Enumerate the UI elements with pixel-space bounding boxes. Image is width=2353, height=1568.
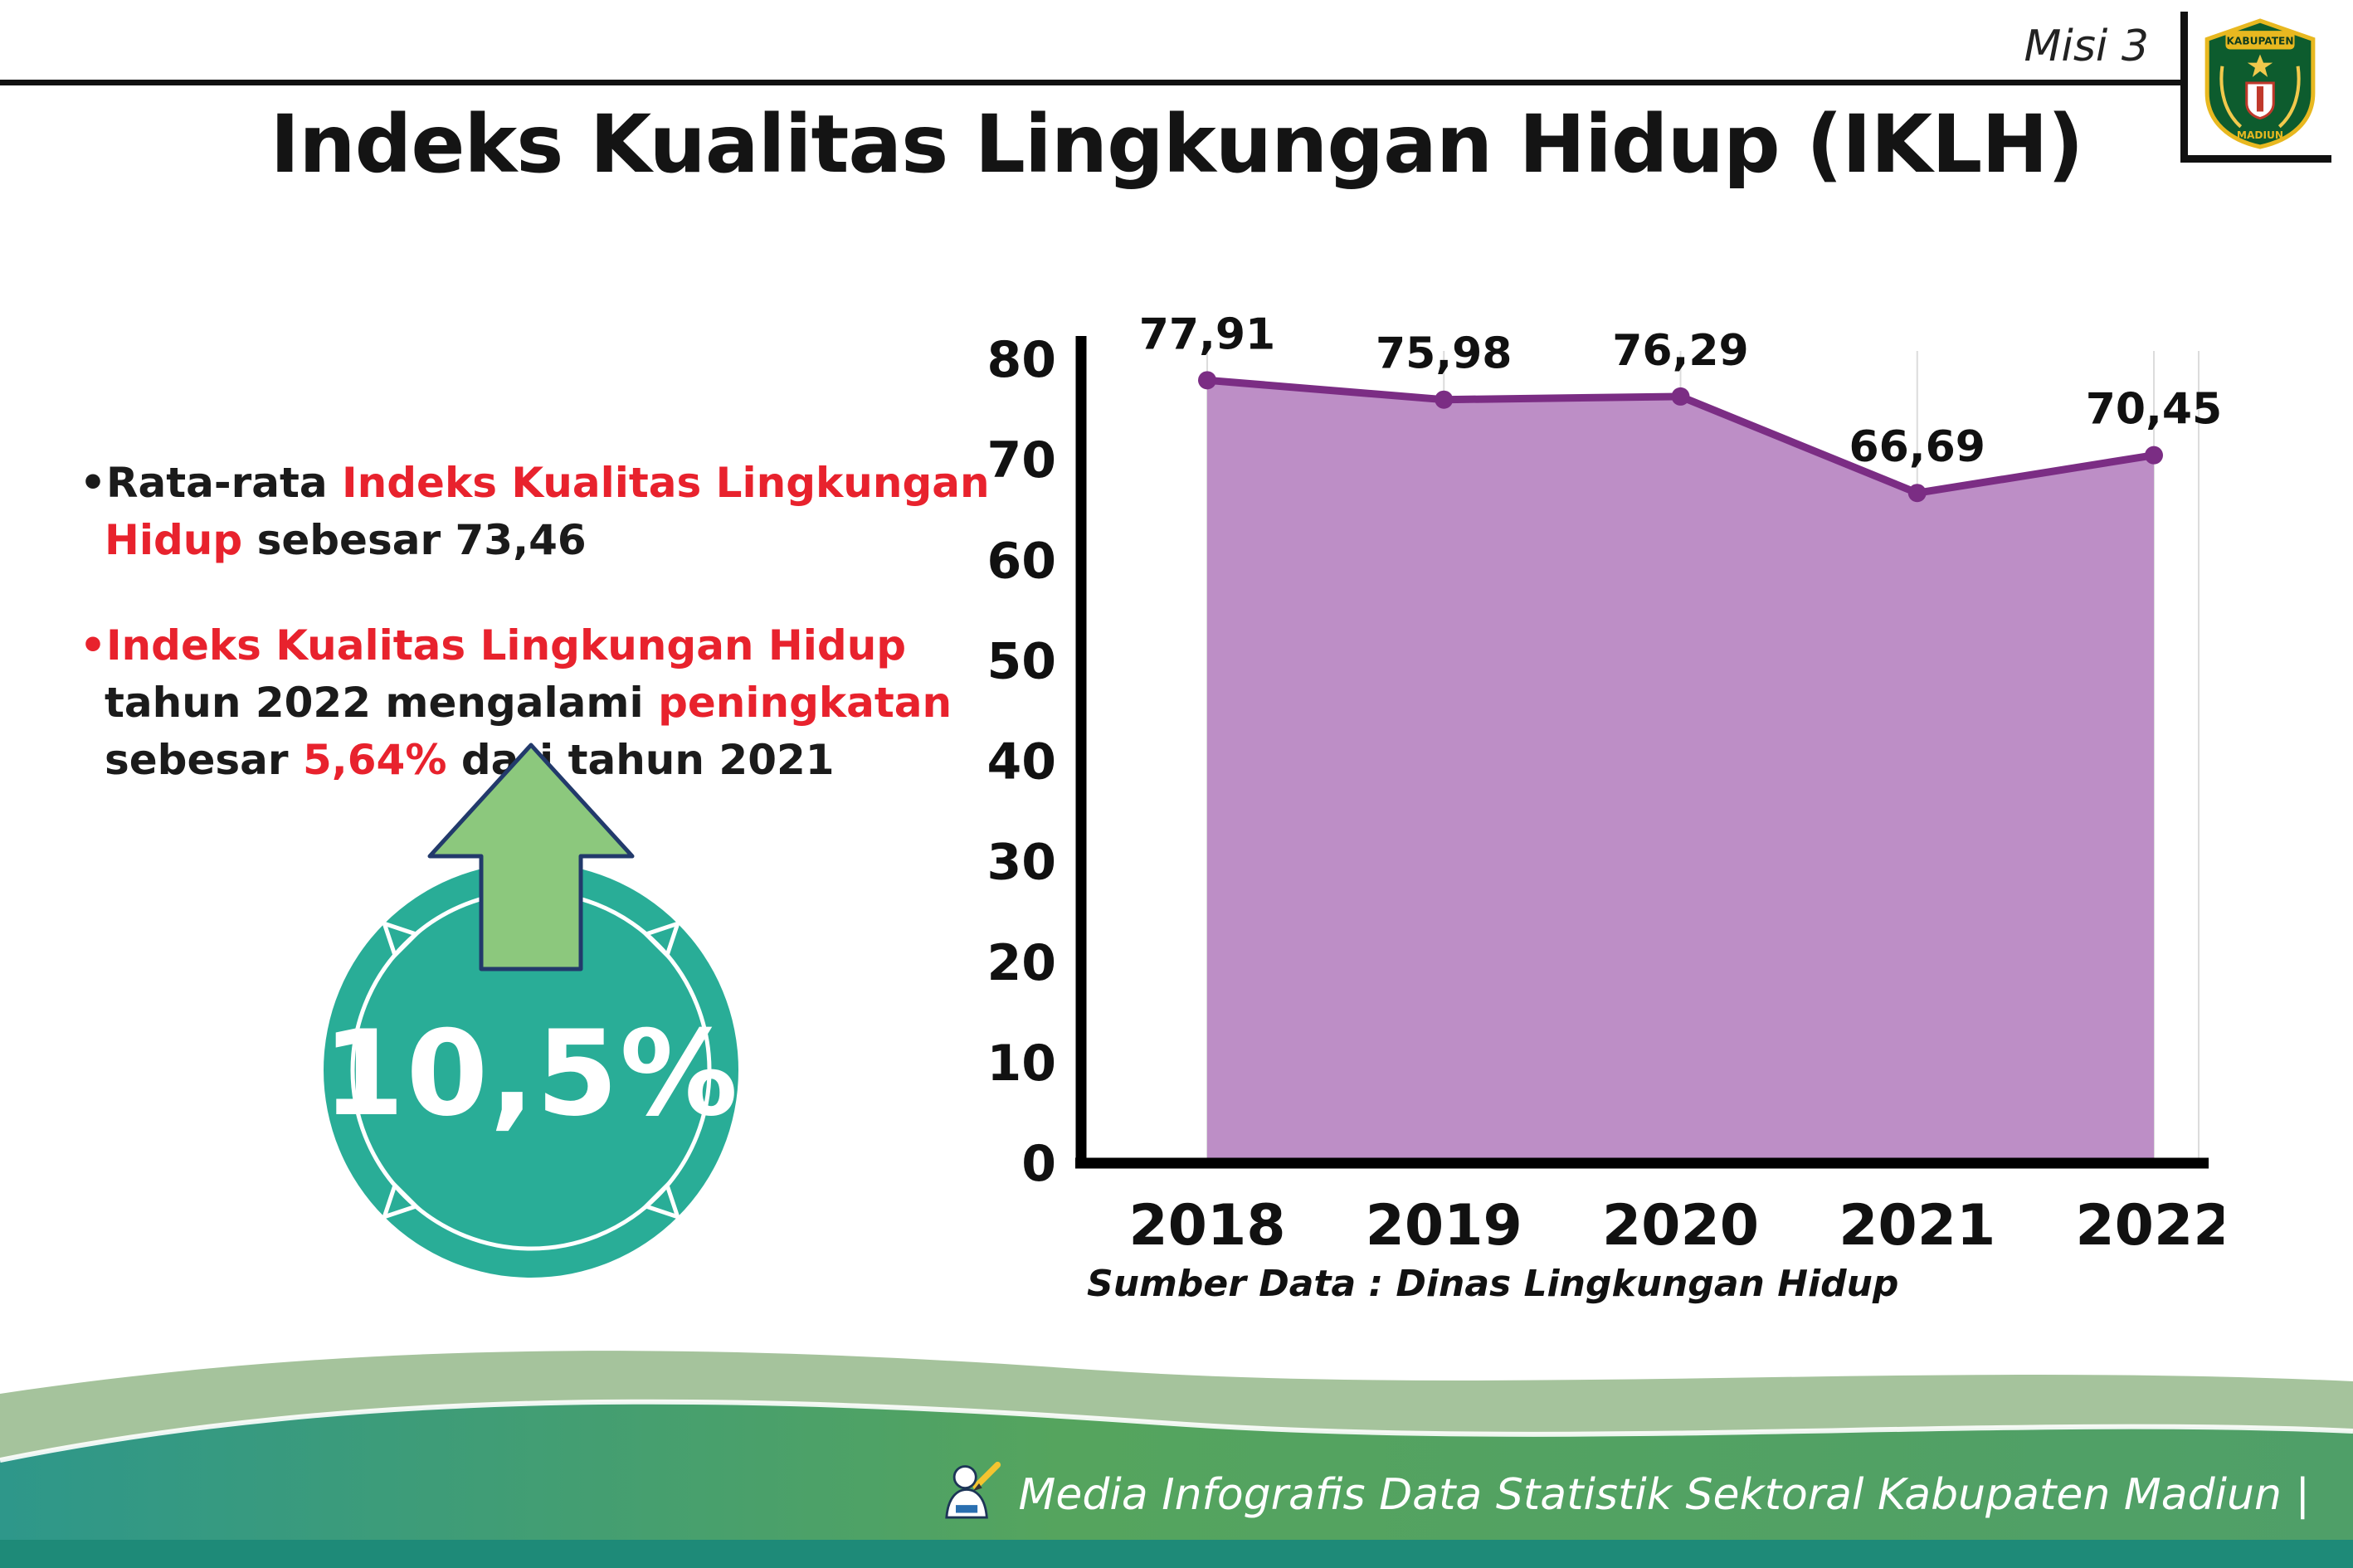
- y-tick-label: 10: [987, 1035, 1057, 1093]
- badge-ring-ticks: [381, 920, 681, 1220]
- y-tick-label: 20: [987, 934, 1057, 992]
- data-point: [1435, 390, 1454, 409]
- logo-text-bottom: MADIUN: [2236, 129, 2282, 141]
- bullet-increase-2022: •Indeks Kualitas Lingkungan Hidup tahun …: [80, 617, 1017, 789]
- header-divider: [0, 80, 2180, 85]
- point-label: 66,69: [1849, 422, 1985, 472]
- y-tick-label: 80: [987, 331, 1057, 389]
- logo-frame: KABUPATEN MADIUN: [2180, 12, 2331, 163]
- y-tick-label: 60: [987, 532, 1057, 590]
- x-tick-label: 2022: [2075, 1193, 2224, 1259]
- increase-badge: [324, 743, 738, 1278]
- y-tick-label: 40: [987, 733, 1057, 791]
- data-point: [1907, 484, 1927, 503]
- increase-percentage: 10,5%: [322, 1006, 740, 1142]
- x-tick-label: 2019: [1366, 1193, 1522, 1259]
- text-segment-highlight: Indeks Kualitas Lingkungan Hidup: [105, 459, 990, 564]
- text-segment: sebesar 73,46: [242, 516, 587, 564]
- arrow-up-icon: [427, 743, 635, 971]
- point-label: 75,98: [1376, 329, 1512, 379]
- footer-credit-text: Media Infografis Data Statistik Sektoral…: [1018, 1470, 2310, 1520]
- y-tick-label: 30: [987, 834, 1057, 892]
- text-segment-highlight: •Indeks Kualitas Lingkungan Hidup: [80, 621, 907, 670]
- text-segment-highlight: peningkatan: [658, 679, 952, 727]
- logo-text-top: KABUPATEN: [2226, 35, 2293, 46]
- point-label: 76,29: [1612, 326, 1748, 376]
- data-point: [1198, 371, 1216, 390]
- footer-credit: Media Infografis Data Statistik Sektoral…: [933, 1460, 2310, 1530]
- x-tick-label: 2018: [1128, 1193, 1285, 1259]
- logo-star-icon: [2247, 54, 2273, 77]
- data-point: [1671, 387, 1690, 406]
- y-tick-label: 50: [987, 632, 1057, 690]
- bullet-average-iklh: •Rata-rata Indeks Kualitas Lingkungan Hi…: [80, 455, 1017, 569]
- key-points: •Rata-rata Indeks Kualitas Lingkungan Hi…: [80, 455, 1017, 789]
- misi-label: Misi 3: [2024, 22, 2149, 71]
- text-segment: sebesar: [105, 736, 303, 784]
- page-title: Indeks Kualitas Lingkungan Hidup (IKLH): [270, 98, 2084, 191]
- y-tick-label: 70: [987, 431, 1057, 489]
- footer-wave: [0, 1351, 2353, 1568]
- text-segment-highlight: 5,64%: [302, 736, 447, 784]
- data-point: [2145, 446, 2163, 465]
- kabupaten-madiun-logo: KABUPATEN MADIUN: [2204, 18, 2315, 149]
- y-tick-label: 0: [1021, 1135, 1056, 1193]
- x-tick-label: 2021: [1839, 1193, 1995, 1259]
- point-label: 70,45: [2086, 385, 2222, 435]
- iklh-area-chart: 77,91 75,98 76,29 66,69 70,45 0 10 20 30 40 50 60 70…: [987, 309, 2224, 1259]
- mascot-icon: [944, 1461, 1001, 1519]
- area-fill: [1207, 380, 2154, 1163]
- data-source: Sumber Data : Dinas Lingkungan Hidup: [1087, 1263, 1899, 1305]
- badge-circle: [324, 863, 738, 1278]
- point-label: 77,91: [1139, 309, 1275, 359]
- text-segment: •Rata-rata: [80, 459, 343, 507]
- text-segment: tahun 2022 mengalami: [105, 679, 659, 727]
- x-tick-label: 2020: [1602, 1193, 1759, 1259]
